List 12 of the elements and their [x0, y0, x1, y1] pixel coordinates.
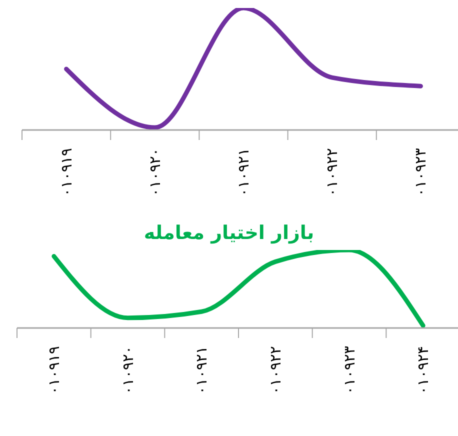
- x-tick-label: ۰۱۰۹۱۹: [57, 148, 76, 196]
- x-tick-label: ۰۱۰۹۲۱: [234, 148, 252, 196]
- x-tick-label: ۰۱۰۹۲۳: [340, 346, 358, 394]
- x-tick-label: ۰۱۰۹۲۰: [146, 148, 164, 196]
- x-tick-label: ۰۱۰۹۲۰: [118, 346, 137, 394]
- x-tick-label: ۰۱۰۹۲۴: [414, 346, 432, 394]
- x-tick-label: ۰۱۰۹۲۲: [323, 148, 342, 196]
- chart-title: بازار اختیار معامله: [142, 222, 316, 244]
- x-tick-label: ۰۱۰۹۲۲: [266, 346, 284, 394]
- x-tick-label: ۰۱۰۹۲۳: [412, 148, 430, 196]
- x-tick-label: ۰۱۰۹۱۹: [44, 346, 63, 394]
- x-tick-label: ۰۱۰۹۲۱: [192, 346, 211, 394]
